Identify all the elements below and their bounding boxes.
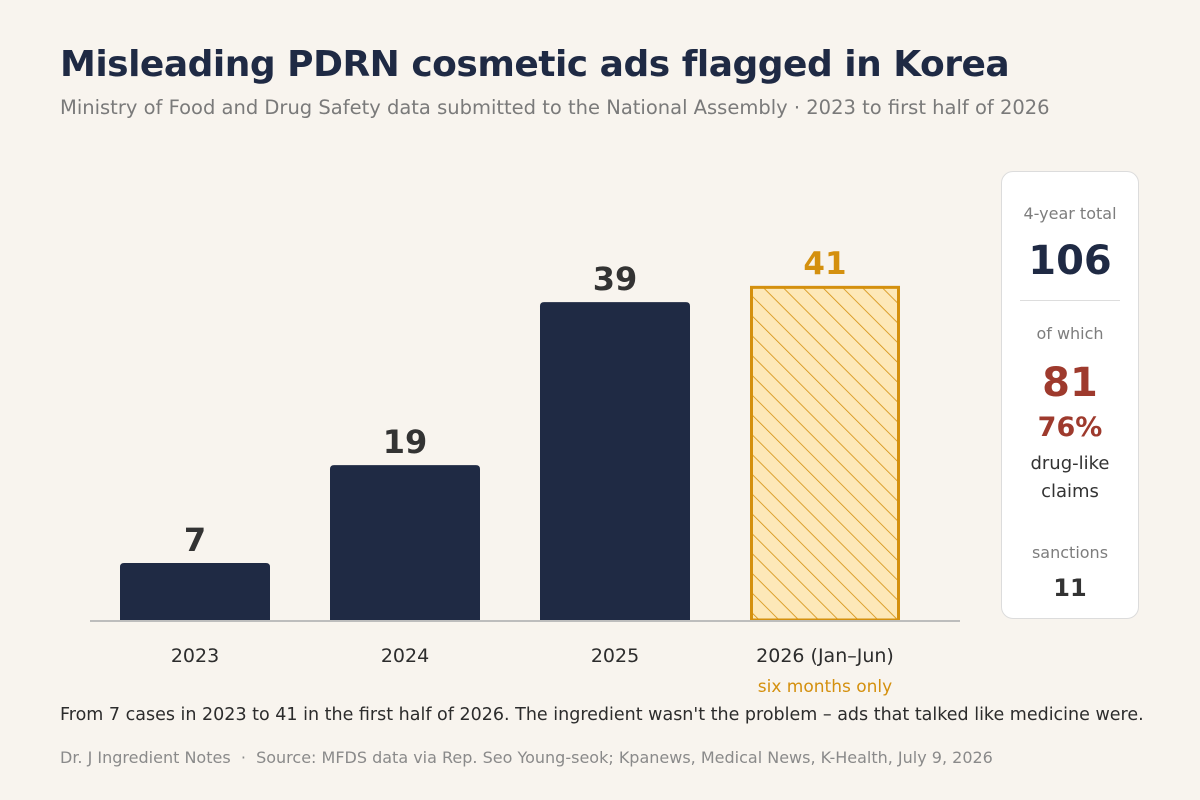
x-tick-label-1: 2024 bbox=[381, 645, 429, 667]
total-value: 106 bbox=[1028, 238, 1112, 284]
sanctions-value: 11 bbox=[1053, 574, 1087, 602]
x-tick-label-0: 2023 bbox=[171, 645, 219, 667]
bar-value-label-2: 39 bbox=[593, 260, 638, 298]
drug-like-label-line2: claims bbox=[1041, 481, 1099, 502]
chart-caption: From 7 cases in 2023 to 41 in the first … bbox=[60, 705, 1144, 725]
drug-like-label-line1: drug-like bbox=[1030, 453, 1110, 474]
bar-annotation-0: six months only bbox=[758, 677, 892, 697]
panel-divider bbox=[1020, 300, 1120, 301]
x-tick-label-3: 2026 (Jan–Jun) bbox=[756, 645, 894, 667]
drug-like-percent: 76% bbox=[1037, 412, 1103, 443]
drug-like-count: 81 bbox=[1042, 360, 1098, 406]
sanctions-label: sanctions bbox=[1031, 543, 1109, 562]
bar-value-label-3: 41 bbox=[803, 246, 846, 282]
bar-1 bbox=[330, 465, 480, 620]
of-which-label: of which bbox=[1036, 324, 1104, 343]
bar-chart: 7 2023 19 2024 39 2025 41 2026 (Jan–Jun) six mon… bbox=[90, 246, 960, 697]
total-label: 4-year total bbox=[1023, 204, 1117, 223]
bar-value-label-0: 7 bbox=[184, 521, 206, 559]
source-footer: Dr. J Ingredient Notes · Source: MFDS da… bbox=[60, 748, 993, 767]
bar-3 bbox=[750, 285, 900, 622]
bar-0 bbox=[120, 562, 270, 620]
bar-2 bbox=[540, 302, 690, 620]
chart-title: Misleading PDRN cosmetic ads flagged in … bbox=[60, 44, 1010, 85]
chart-subtitle: Ministry of Food and Drug Safety data su… bbox=[60, 96, 1050, 119]
bar-value-label-1: 19 bbox=[383, 423, 428, 461]
x-tick-label-2: 2025 bbox=[591, 645, 639, 667]
summary-panel: 4-year total 106 of which 81 76% drug-li… bbox=[1001, 171, 1139, 619]
